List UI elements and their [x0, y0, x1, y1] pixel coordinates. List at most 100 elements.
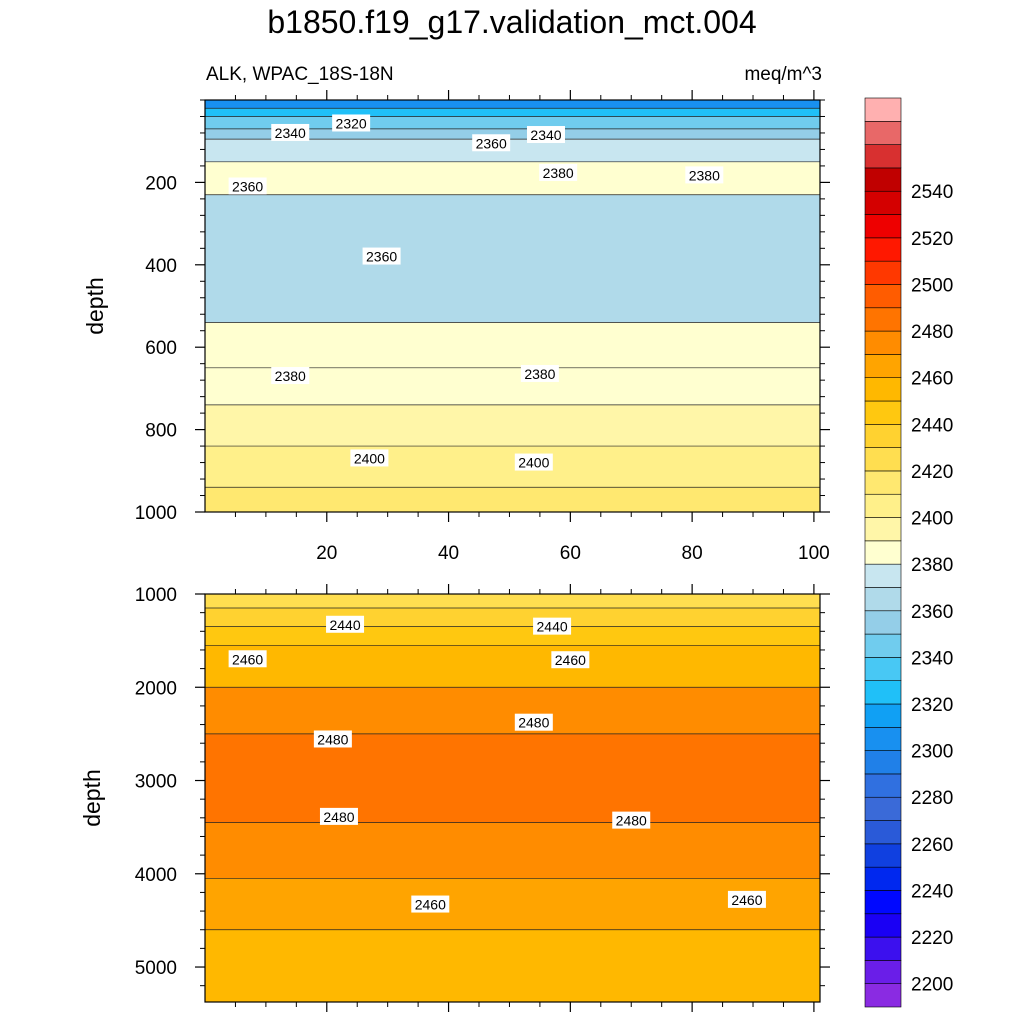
contour-label-text: 2340: [275, 125, 306, 141]
upper-plot-frame: [204, 99, 821, 513]
contour-label: 2360: [362, 247, 401, 265]
variable-region-label: ALK, WPAC_18S-18N: [206, 64, 394, 85]
contour-label-text: 2320: [336, 115, 367, 131]
colorbar-label: 2220: [911, 928, 953, 949]
contour-band: [205, 594, 820, 608]
contour-band: [205, 929, 820, 1002]
colorbar-label: 2500: [911, 275, 953, 296]
colorbar-swatch: [864, 260, 902, 285]
y-tick-label: 2000: [135, 678, 177, 699]
upper-contour-labels: 2340 2320 2360 2340 2380 2380 2360 2360 2380 2380…: [228, 114, 724, 471]
contour-label: 2380: [685, 166, 724, 184]
contour-label-text: 2480: [616, 813, 647, 829]
contour-band: [205, 139, 820, 162]
contour-label: 2460: [228, 650, 267, 668]
contour-label: 2460: [411, 895, 450, 913]
colorbar-swatch: [864, 167, 902, 192]
colorbar-label: 2520: [911, 229, 953, 250]
colorbar-swatch: [864, 820, 902, 845]
colorbar-label: 2440: [911, 415, 953, 436]
contour-label-text: 2460: [555, 652, 586, 668]
y-tick-label: 800: [145, 421, 177, 442]
lower-panel: 2440 2440 2460 2460 2480 2480 2480 2480 2460 2460…: [79, 584, 830, 1012]
contour-label: 2480: [514, 713, 553, 731]
contour-label-box: [228, 177, 267, 195]
colorbar-label: 2380: [911, 555, 953, 576]
colorbar-label: 2300: [911, 742, 953, 763]
colorbar-swatch: [864, 773, 902, 798]
colorbar-swatch: [864, 633, 902, 658]
contour-label-text: 2360: [476, 135, 507, 151]
contour-label: 2360: [228, 177, 267, 195]
upper-y-axis-label: depth: [82, 277, 108, 335]
contour-label-box: [313, 730, 352, 748]
colorbar-label: 2420: [911, 462, 953, 483]
colorbar-swatch: [864, 493, 902, 518]
contour-label: 2400: [514, 453, 553, 471]
colorbar-label: 2540: [911, 182, 953, 203]
colorbar-swatch: [864, 983, 902, 1008]
colorbar-swatch: [864, 190, 902, 215]
contour-band: [205, 194, 820, 323]
contour-band: [205, 487, 820, 512]
colorbar-swatch: [864, 843, 902, 868]
y-tick-label: 5000: [135, 958, 177, 979]
contour-label-box: [271, 123, 310, 141]
contour-label-box: [411, 895, 450, 913]
colorbar-swatch: [864, 354, 902, 378]
colorbar-swatch: [864, 121, 902, 145]
contour-label: 2360: [472, 134, 511, 152]
contour-band: [205, 733, 820, 823]
contour-band: [205, 404, 820, 447]
contour-label-text: 2480: [518, 715, 549, 731]
contour-label-box: [514, 713, 553, 731]
contour-label: 2320: [332, 114, 371, 132]
contour-label-text: 2380: [543, 165, 574, 181]
colorbar-label: 2480: [911, 322, 953, 343]
contour-label: 2380: [539, 163, 578, 181]
colorbar-label: 2360: [911, 602, 953, 623]
y-tick-label: 1000: [135, 585, 177, 606]
contour-band: [205, 822, 820, 879]
colorbar-swatch: [864, 97, 902, 122]
colorbar-swatch: [864, 447, 902, 472]
y-tick-label: 600: [145, 338, 177, 359]
contour-label-text: 2340: [530, 127, 561, 143]
colorbar-swatch: [864, 750, 902, 775]
contour-label-text: 2460: [731, 892, 762, 908]
colorbar-swatch: [864, 727, 902, 751]
x-tick-label: 100: [798, 543, 830, 564]
contour-label-box: [332, 114, 371, 132]
contour-band: [205, 607, 820, 627]
contour-label-text: 2440: [537, 619, 568, 635]
colorbar-label: 2260: [911, 835, 953, 856]
colorbar-swatch: [864, 563, 902, 588]
contour-label: 2460: [551, 651, 590, 669]
colorbar-swatch: [864, 796, 902, 821]
colorbar-swatch: [864, 936, 902, 961]
colorbar-swatch: [864, 470, 902, 495]
upper-contour-bands: [205, 100, 820, 512]
colorbar-swatch: [864, 913, 902, 938]
colorbar-swatch: [864, 657, 902, 681]
colorbar-label: 2340: [911, 648, 953, 669]
colorbar-swatch: [864, 307, 902, 332]
colorbar-swatch: [864, 890, 902, 915]
contour-label-text: 2400: [354, 450, 385, 466]
contour-band: [205, 626, 820, 646]
colorbar-label: 2400: [911, 509, 953, 530]
x-tick-label: 20: [316, 543, 337, 564]
units-label: meq/m^3: [744, 64, 822, 85]
contour-label-text: 2360: [366, 249, 397, 265]
colorbar-swatch: [864, 214, 902, 239]
contour-label-text: 2360: [232, 179, 263, 195]
upper-y-axis: 200 400 600 800 1000: [135, 99, 830, 524]
contour-label-box: [319, 807, 358, 825]
contour-label-box: [362, 247, 401, 265]
colorbar-swatch: [864, 866, 902, 891]
contour-label-text: 2480: [323, 809, 354, 825]
contour-label-text: 2460: [415, 897, 446, 913]
contour-label-box: [520, 364, 559, 382]
x-tick-label: 40: [438, 543, 459, 564]
